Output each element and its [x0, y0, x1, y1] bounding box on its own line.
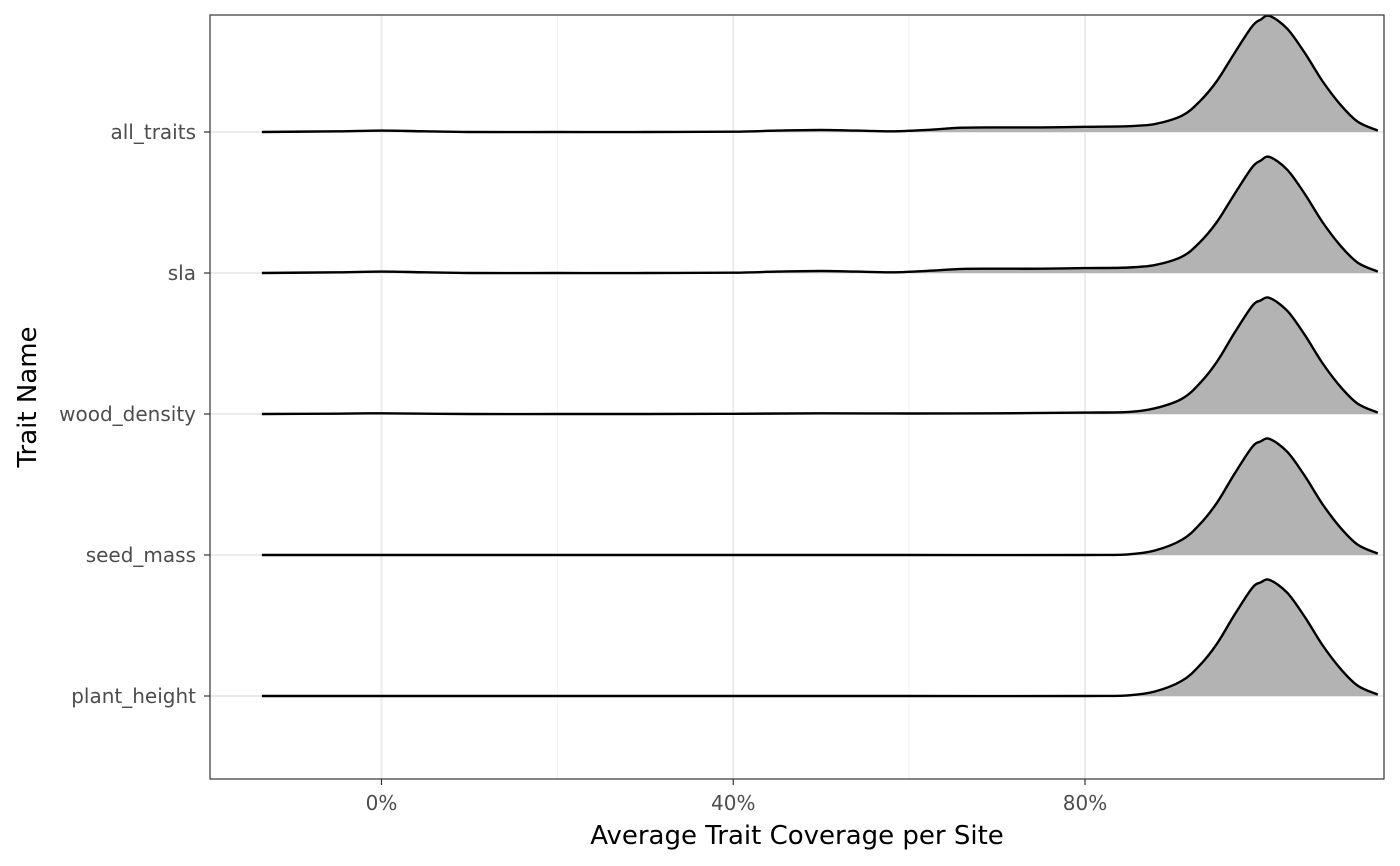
- ridge-line-sla: [261, 155, 1379, 275]
- ridge-fill-plant_height: [261, 579, 1378, 697]
- ridge-line-all_traits: [261, 14, 1379, 134]
- ridge-wood_density: [261, 296, 1379, 416]
- ridge-line-wood_density: [261, 296, 1379, 416]
- ridge-fill-wood_density: [261, 297, 1378, 415]
- ridge-line-seed_mass: [261, 437, 1379, 557]
- plot-border: [209, 14, 1385, 780]
- ridge-fill-all_traits: [261, 15, 1378, 133]
- ridge-all_traits: [261, 14, 1379, 134]
- ridge-sla: [261, 155, 1379, 275]
- ridge-fill-seed_mass: [261, 438, 1378, 556]
- density-ridges: [261, 14, 1379, 698]
- x-axis-title: Average Trait Coverage per Site: [590, 821, 1004, 851]
- y-axis-title: Trait Name: [13, 326, 43, 468]
- x-tick-label: 80%: [1063, 791, 1107, 815]
- x-tick-label: 0%: [366, 791, 398, 815]
- y-tick-label: all_traits: [110, 120, 196, 144]
- x-tick-label: 40%: [711, 791, 755, 815]
- x-axis: 0% 40% 80%: [366, 779, 1107, 815]
- minor-gridlines: [556, 15, 910, 779]
- ridge-line-plant_height: [261, 578, 1379, 698]
- y-tick-label: sla: [168, 261, 196, 285]
- y-tick-label: plant_height: [71, 684, 196, 708]
- y-tick-label: seed_mass: [86, 543, 196, 567]
- ridge-plant_height: [261, 578, 1379, 698]
- y-tick-label: wood_density: [59, 402, 196, 426]
- ridge-seed_mass: [261, 437, 1379, 557]
- ridge-fill-sla: [261, 156, 1378, 274]
